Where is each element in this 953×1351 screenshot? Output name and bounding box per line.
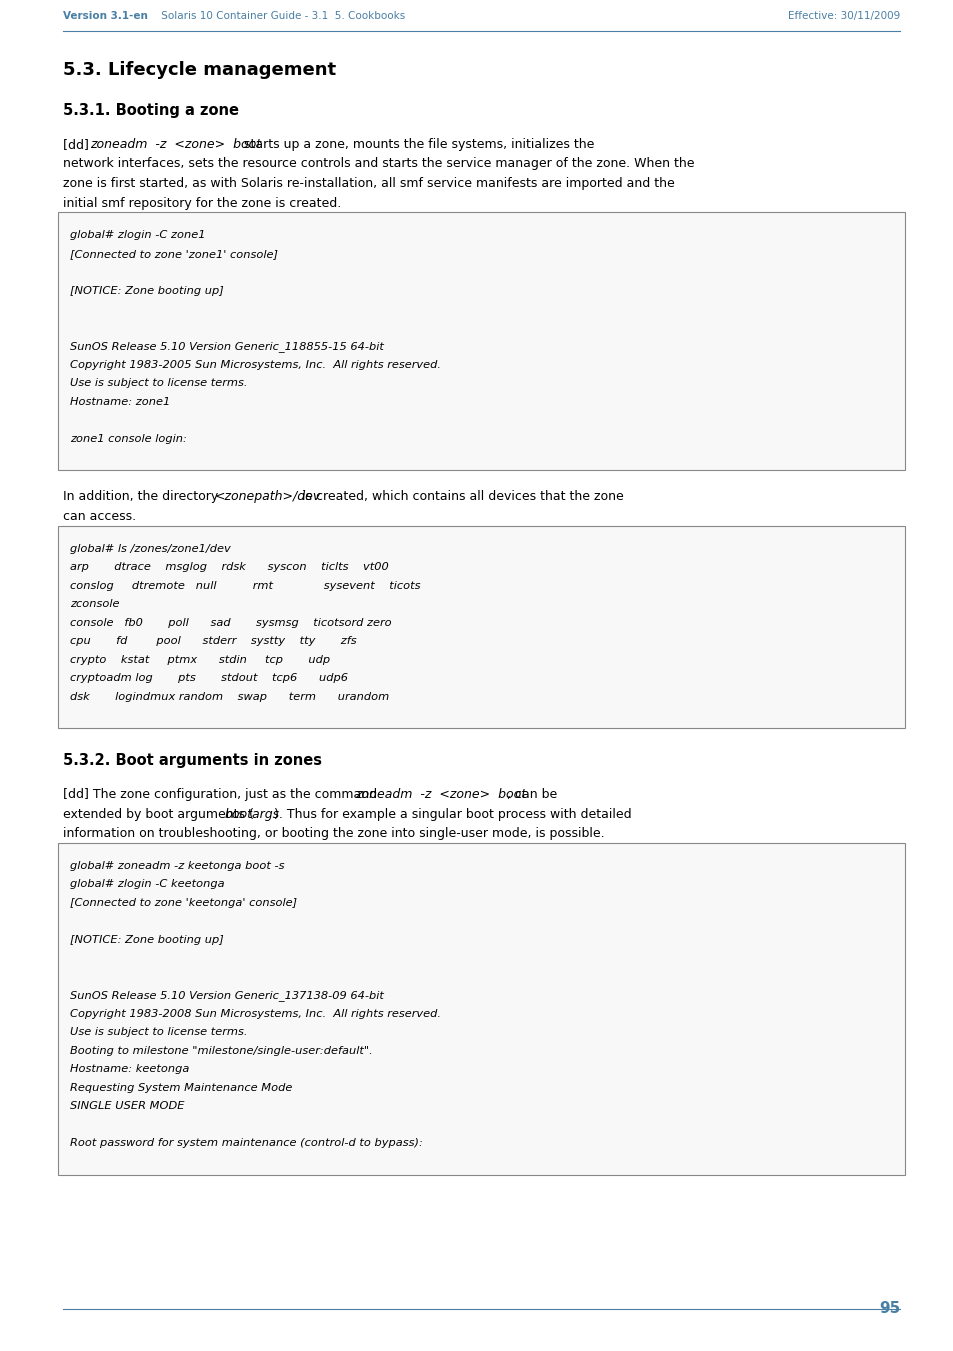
Text: [dd] The zone configuration, just as the command: [dd] The zone configuration, just as the… — [63, 788, 381, 801]
Text: zoneadm  -z  <zone>  boot: zoneadm -z <zone> boot — [355, 788, 525, 801]
Text: [dd]: [dd] — [63, 138, 92, 151]
Text: [NOTICE: Zone booting up]: [NOTICE: Zone booting up] — [70, 935, 224, 944]
Text: global# zlogin -C zone1: global# zlogin -C zone1 — [70, 230, 205, 240]
Text: starts up a zone, mounts the file systems, initializes the: starts up a zone, mounts the file system… — [240, 138, 594, 151]
Text: global# zlogin -C keetonga: global# zlogin -C keetonga — [70, 880, 224, 889]
Text: global# ls /zones/zone1/dev: global# ls /zones/zone1/dev — [70, 543, 231, 554]
Text: bootargs: bootargs — [225, 808, 280, 820]
Text: console   fb0       poll      sad       sysmsg    ticotsord zero: console fb0 poll sad sysmsg ticotsord ze… — [70, 617, 392, 628]
Text: [Connected to zone 'zone1' console]: [Connected to zone 'zone1' console] — [70, 249, 277, 259]
Text: Copyright 1983-2005 Sun Microsystems, Inc.  All rights reserved.: Copyright 1983-2005 Sun Microsystems, In… — [70, 359, 440, 370]
Text: SINGLE USER MODE: SINGLE USER MODE — [70, 1101, 184, 1112]
Text: Hostname: zone1: Hostname: zone1 — [70, 397, 170, 407]
Text: Booting to milestone "milestone/single-user:default".: Booting to milestone "milestone/single-u… — [70, 1046, 373, 1056]
FancyBboxPatch shape — [58, 526, 904, 728]
FancyBboxPatch shape — [58, 212, 904, 470]
Text: extended by boot arguments (: extended by boot arguments ( — [63, 808, 253, 820]
Text: Effective: 30/11/2009: Effective: 30/11/2009 — [787, 11, 899, 22]
Text: network interfaces, sets the resource controls and starts the service manager of: network interfaces, sets the resource co… — [63, 158, 694, 170]
Text: can access.: can access. — [63, 509, 136, 523]
Text: zconsole: zconsole — [70, 598, 119, 609]
Text: arp       dtrace    msglog    rdsk      syscon    ticlts    vt00: arp dtrace msglog rdsk syscon ticlts vt0… — [70, 562, 388, 571]
FancyBboxPatch shape — [58, 843, 904, 1175]
Text: 5.3.1. Booting a zone: 5.3.1. Booting a zone — [63, 103, 239, 118]
Text: Root password for system maintenance (control-d to bypass):: Root password for system maintenance (co… — [70, 1139, 422, 1148]
Text: Use is subject to license terms.: Use is subject to license terms. — [70, 378, 247, 388]
Text: cpu       fd        pool      stderr    systty    tty       zfs: cpu fd pool stderr systty tty zfs — [70, 636, 356, 646]
Text: Hostname: keetonga: Hostname: keetonga — [70, 1065, 190, 1074]
Text: initial smf repository for the zone is created.: initial smf repository for the zone is c… — [63, 196, 341, 209]
Text: zone1 console login:: zone1 console login: — [70, 434, 187, 443]
Text: 95: 95 — [878, 1301, 899, 1316]
Text: <zonepath>/dev: <zonepath>/dev — [214, 490, 321, 504]
Text: [NOTICE: Zone booting up]: [NOTICE: Zone booting up] — [70, 286, 224, 296]
Text: information on troubleshooting, or booting the zone into single-user mode, is po: information on troubleshooting, or booti… — [63, 827, 604, 840]
Text: ). Thus for example a singular boot process with detailed: ). Thus for example a singular boot proc… — [274, 808, 631, 820]
Text: 5.3.2. Boot arguments in zones: 5.3.2. Boot arguments in zones — [63, 753, 322, 769]
Text: 5.3. Lifecycle management: 5.3. Lifecycle management — [63, 61, 335, 78]
Text: is created, which contains all devices that the zone: is created, which contains all devices t… — [297, 490, 623, 504]
Text: In addition, the directory: In addition, the directory — [63, 490, 222, 504]
Text: zone is first started, as with Solaris re-installation, all smf service manifest: zone is first started, as with Solaris r… — [63, 177, 674, 190]
Text: Use is subject to license terms.: Use is subject to license terms. — [70, 1027, 247, 1038]
Text: cryptoadm log       pts       stdout    tcp6      udp6: cryptoadm log pts stdout tcp6 udp6 — [70, 673, 348, 684]
Text: Version 3.1-en: Version 3.1-en — [63, 11, 148, 22]
Text: , can be: , can be — [506, 788, 557, 801]
Text: global# zoneadm -z keetonga boot -s: global# zoneadm -z keetonga boot -s — [70, 861, 284, 871]
Text: zoneadm  -z  <zone>  boot: zoneadm -z <zone> boot — [90, 138, 261, 151]
Text: [Connected to zone 'keetonga' console]: [Connected to zone 'keetonga' console] — [70, 898, 296, 908]
Text: Requesting System Maintenance Mode: Requesting System Maintenance Mode — [70, 1084, 292, 1093]
Text: Copyright 1983-2008 Sun Microsystems, Inc.  All rights reserved.: Copyright 1983-2008 Sun Microsystems, In… — [70, 1009, 440, 1019]
Text: dsk       logindmux random    swap      term      urandom: dsk logindmux random swap term urandom — [70, 692, 389, 701]
Text: SunOS Release 5.10 Version Generic_137138-09 64-bit: SunOS Release 5.10 Version Generic_13713… — [70, 990, 383, 1001]
Text: conslog     dtremote   null          rmt              sysevent    ticots: conslog dtremote null rmt sysevent ticot… — [70, 581, 420, 590]
Text: crypto    kstat     ptmx      stdin     tcp       udp: crypto kstat ptmx stdin tcp udp — [70, 655, 330, 665]
Text: Solaris 10 Container Guide - 3.1  5. Cookbooks: Solaris 10 Container Guide - 3.1 5. Cook… — [158, 11, 405, 22]
Text: SunOS Release 5.10 Version Generic_118855-15 64-bit: SunOS Release 5.10 Version Generic_11885… — [70, 342, 383, 353]
